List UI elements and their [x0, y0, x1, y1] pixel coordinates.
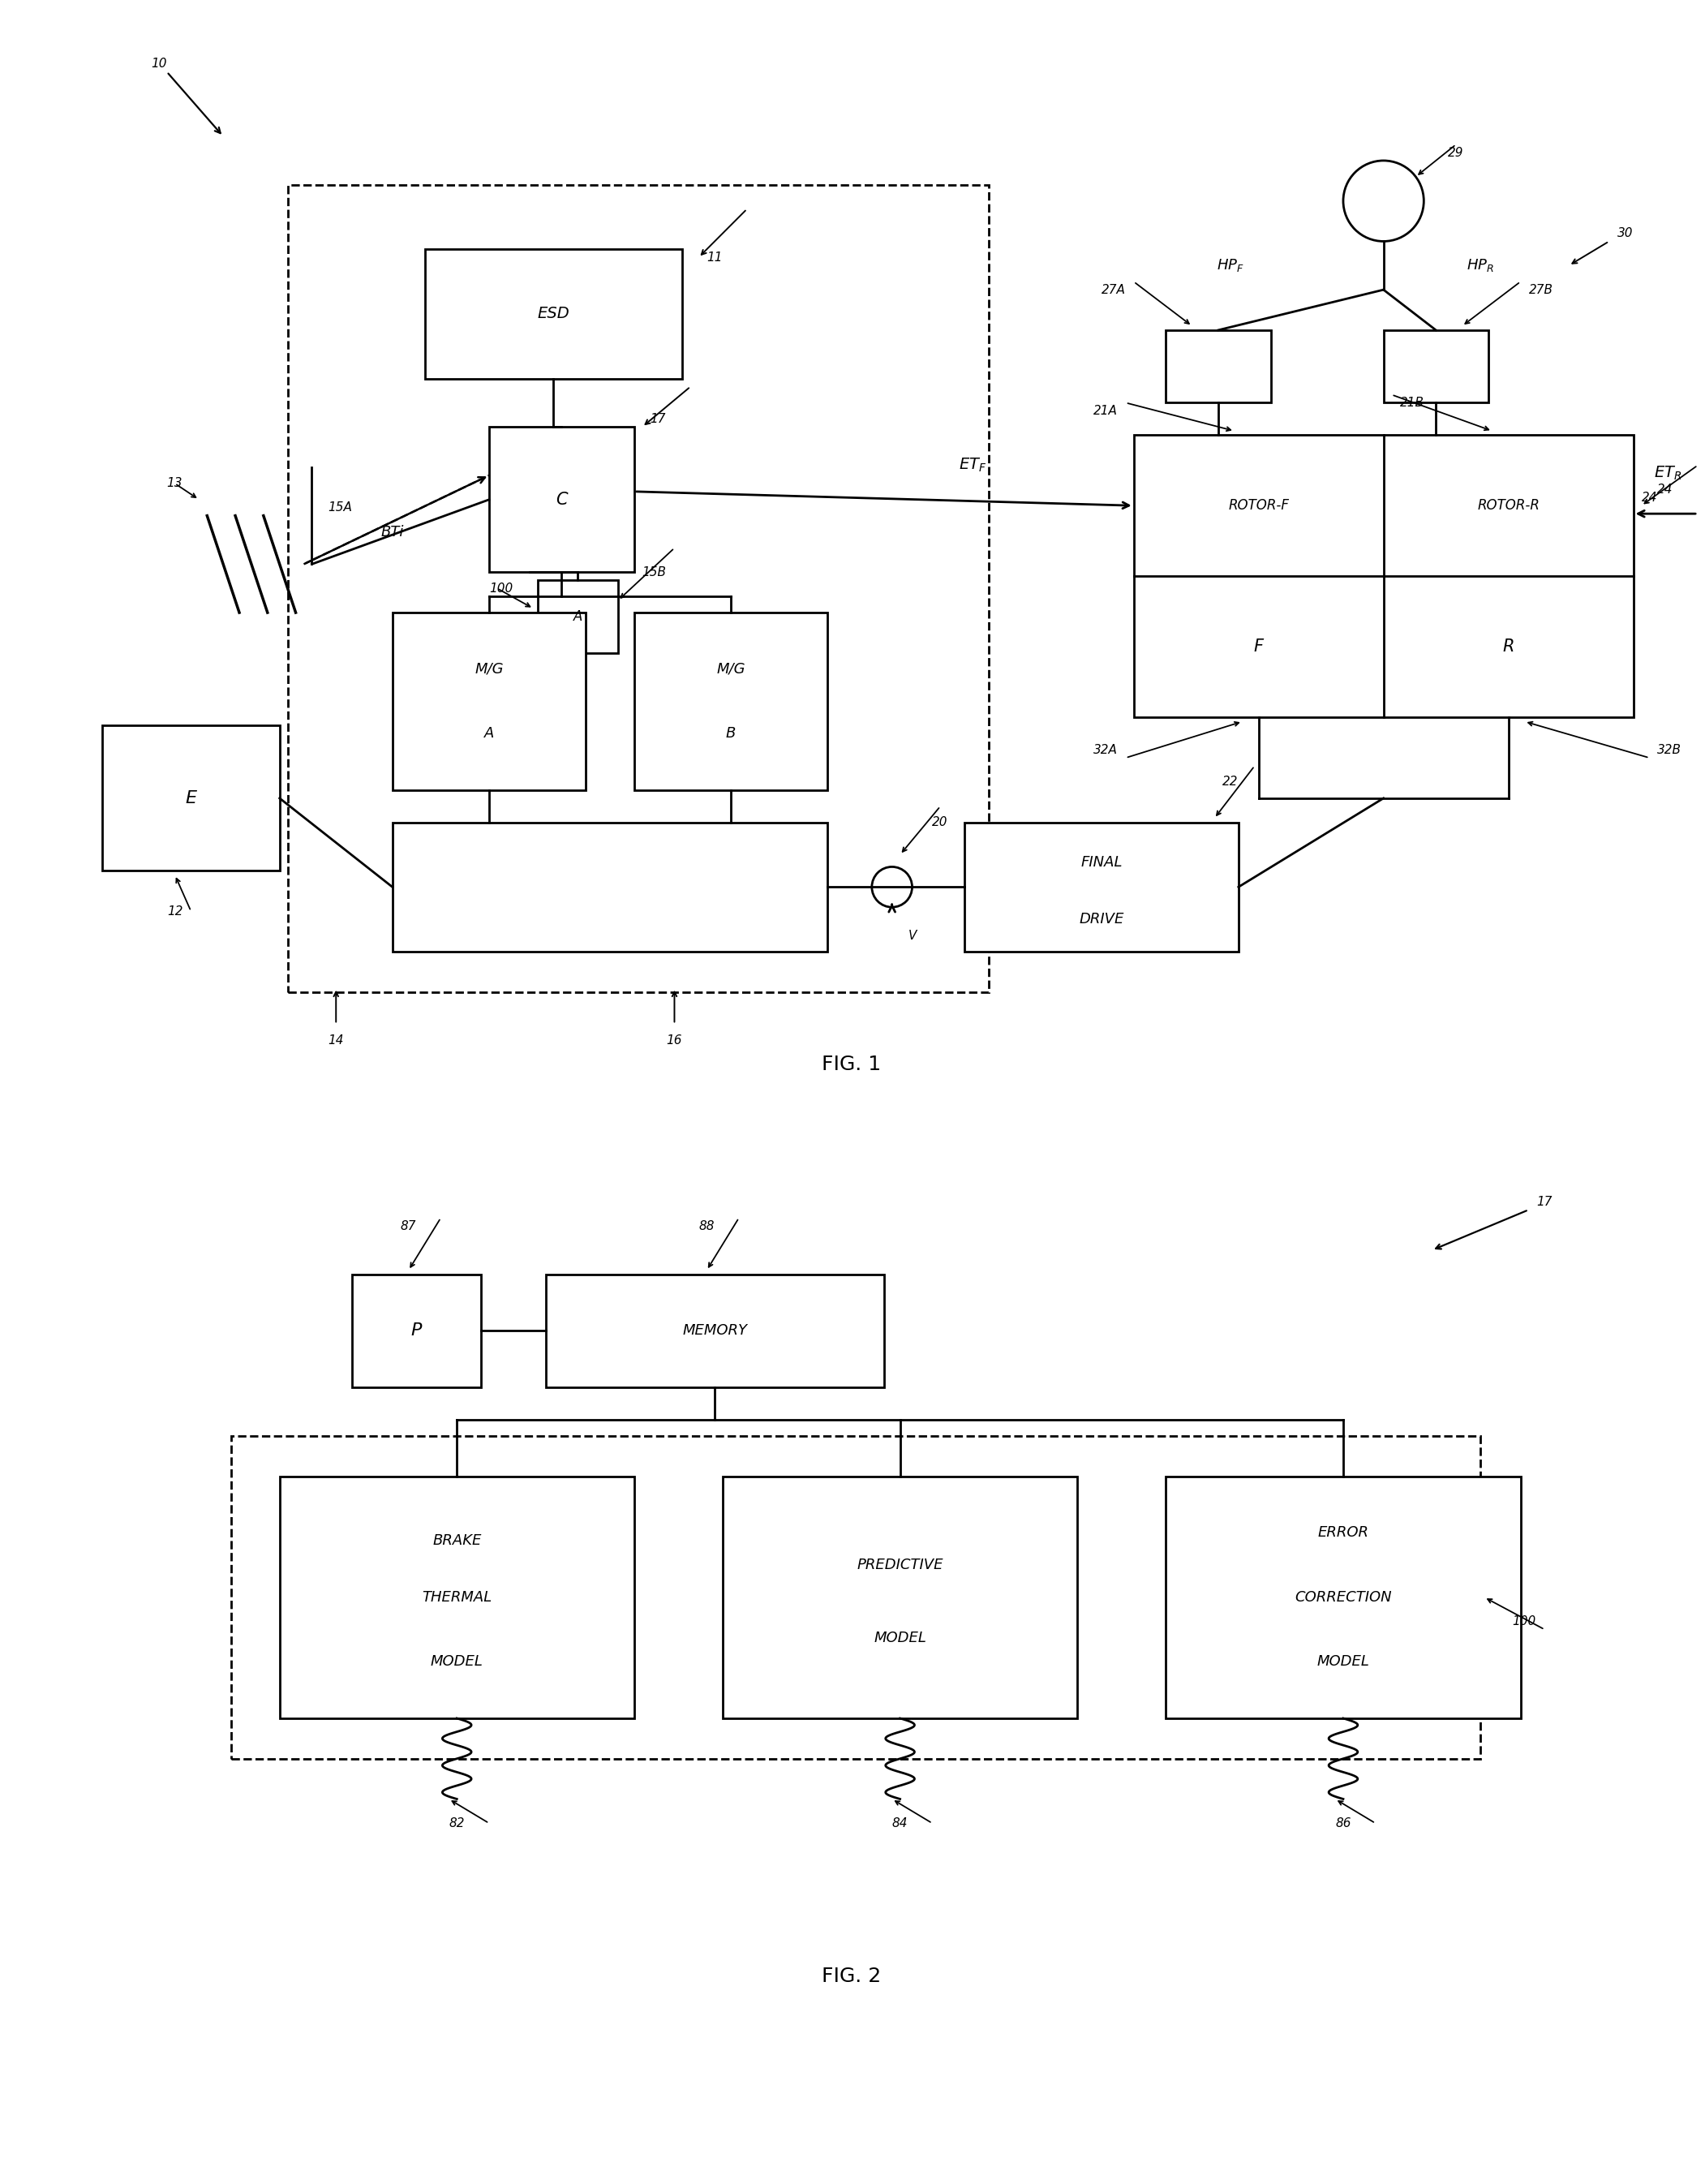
Text: 13: 13 — [167, 478, 182, 489]
Text: 84: 84 — [892, 1817, 909, 1830]
Text: 15A: 15A — [327, 502, 353, 513]
Text: 24: 24 — [1657, 483, 1673, 496]
Text: 15B: 15B — [643, 566, 667, 579]
Bar — [425, 249, 682, 378]
Text: FIG. 2: FIG. 2 — [822, 1968, 881, 1985]
Text: 87: 87 — [401, 1221, 416, 1232]
Text: $HP_F$: $HP_F$ — [1217, 258, 1245, 273]
Text: 82: 82 — [448, 1817, 465, 1830]
Text: 100: 100 — [489, 583, 513, 594]
Text: 14: 14 — [327, 1035, 344, 1046]
Text: 100: 100 — [1512, 1616, 1536, 1627]
Text: 16: 16 — [667, 1035, 682, 1046]
Text: M/G: M/G — [716, 662, 745, 677]
Bar — [1134, 435, 1633, 719]
Text: FINAL: FINAL — [1081, 856, 1122, 869]
Bar — [489, 426, 634, 572]
Text: ESD: ESD — [537, 306, 569, 321]
Bar — [280, 1476, 634, 1719]
Text: 24: 24 — [1642, 491, 1657, 505]
Text: E: E — [186, 791, 196, 806]
Text: CORRECTION: CORRECTION — [1294, 1590, 1391, 1605]
Text: B: B — [726, 727, 737, 740]
Text: PREDICTIVE: PREDICTIVE — [858, 1557, 943, 1572]
Text: 32A: 32A — [1093, 745, 1117, 756]
Text: MODEL: MODEL — [1316, 1655, 1369, 1669]
Text: 30: 30 — [1616, 227, 1633, 240]
Bar — [392, 612, 587, 791]
Text: 27A: 27A — [1101, 284, 1125, 295]
Text: MODEL: MODEL — [431, 1655, 483, 1669]
Text: 29: 29 — [1448, 146, 1465, 159]
Text: 20: 20 — [933, 817, 948, 828]
Text: DRIVE: DRIVE — [1079, 913, 1124, 926]
Text: 86: 86 — [1335, 1817, 1350, 1830]
Text: 88: 88 — [699, 1221, 714, 1232]
Text: BTi: BTi — [380, 524, 404, 539]
Text: FIG. 1: FIG. 1 — [822, 1055, 881, 1075]
Bar — [232, 1435, 1480, 1758]
Text: F: F — [1253, 638, 1263, 655]
Bar — [634, 612, 827, 791]
Bar — [1383, 330, 1488, 402]
Text: THERMAL: THERMAL — [421, 1590, 491, 1605]
Text: 22: 22 — [1222, 775, 1238, 788]
Text: M/G: M/G — [474, 662, 503, 677]
Text: R: R — [1502, 638, 1514, 655]
Bar — [1166, 1476, 1521, 1719]
Text: MODEL: MODEL — [873, 1629, 926, 1645]
Bar — [1166, 330, 1270, 402]
Text: $ET_F$: $ET_F$ — [958, 456, 987, 474]
Bar — [353, 1275, 481, 1387]
Bar — [546, 1275, 883, 1387]
Bar — [102, 725, 280, 871]
Text: 11: 11 — [706, 251, 723, 264]
Text: P: P — [411, 1324, 423, 1339]
Text: ERROR: ERROR — [1318, 1524, 1369, 1540]
Text: 17: 17 — [650, 413, 667, 426]
Text: A: A — [573, 609, 583, 625]
Text: ROTOR-F: ROTOR-F — [1228, 498, 1289, 513]
Text: MEMORY: MEMORY — [682, 1324, 747, 1339]
Text: ROTOR-R: ROTOR-R — [1477, 498, 1540, 513]
Bar — [723, 1476, 1078, 1719]
Text: 10: 10 — [150, 57, 167, 70]
Text: $HP_R$: $HP_R$ — [1466, 258, 1494, 273]
Bar — [537, 581, 617, 653]
Text: C: C — [556, 491, 568, 507]
Text: 32B: 32B — [1657, 745, 1681, 756]
Text: BRAKE: BRAKE — [433, 1533, 481, 1548]
Text: 21B: 21B — [1400, 397, 1424, 408]
Bar — [965, 823, 1238, 952]
Text: 12: 12 — [167, 904, 182, 917]
Bar — [392, 823, 827, 952]
Text: V: V — [909, 930, 917, 941]
Text: 17: 17 — [1536, 1195, 1553, 1208]
Bar — [288, 186, 989, 992]
Text: 21A: 21A — [1093, 404, 1117, 417]
Text: 27B: 27B — [1529, 284, 1553, 295]
Text: $ET_R$: $ET_R$ — [1654, 465, 1681, 483]
Text: A: A — [484, 727, 494, 740]
